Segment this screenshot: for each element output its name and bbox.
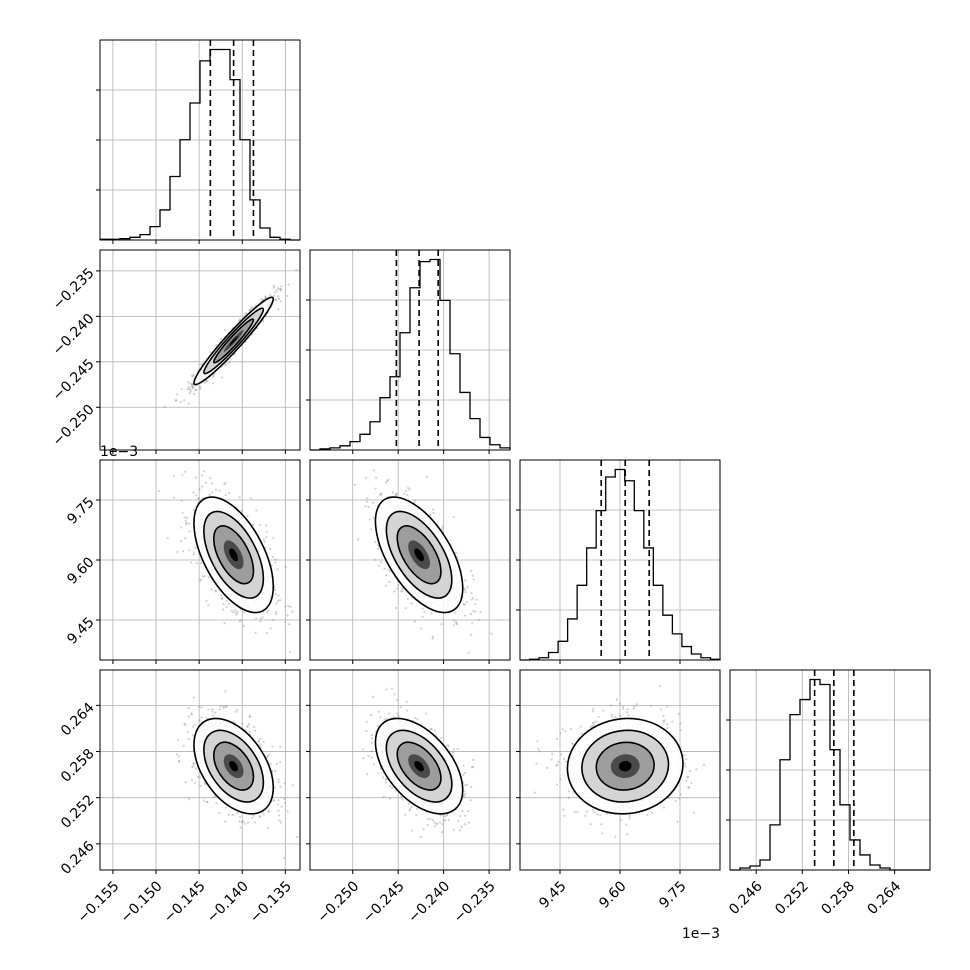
y-tick-label: 0.258 xyxy=(58,746,98,786)
x-tick-label: −0.250 xyxy=(314,878,362,926)
y-tick-label: 0.264 xyxy=(58,700,98,740)
y-axis-labels-4: 0.246 0.252 0.258 0.264 xyxy=(58,700,98,878)
density-contour-4 xyxy=(229,760,238,772)
x-tick-label: −0.240 xyxy=(405,878,453,926)
x-tick-label: −0.245 xyxy=(360,878,408,926)
x-axis-labels-1: −0.155−0.150−0.145−0.140−0.135 xyxy=(75,878,295,926)
y-tick-label: 9.75 xyxy=(64,494,97,527)
y-tick-label: 9.60 xyxy=(64,554,97,587)
histogram-panel-2 xyxy=(306,249,511,454)
x-axis-labels-2: −0.250−0.245−0.240−0.235 xyxy=(314,878,498,926)
y-tick-label: −0.240 xyxy=(50,311,98,359)
histogram-panel-3 xyxy=(516,459,721,664)
x-tick-label: −0.140 xyxy=(204,878,252,926)
x-axis-labels-4: 0.246 0.252 0.258 0.264 xyxy=(726,878,904,918)
density-contour-4 xyxy=(618,760,632,772)
y-tick-label: −0.245 xyxy=(50,356,98,404)
scatter-frame xyxy=(309,459,511,661)
x-axis-labels-3: 9.45 9.60 9.75 1e−3 xyxy=(536,878,720,942)
histogram-panel-4 xyxy=(726,669,931,874)
x-tick-label: 9.75 xyxy=(656,878,689,911)
scatter-frame xyxy=(99,459,301,661)
x-tick-label: −0.150 xyxy=(118,878,166,926)
x-tick-label: 0.246 xyxy=(726,878,766,918)
histogram-step-2 xyxy=(310,258,511,451)
y-tick-label: −0.250 xyxy=(50,402,98,450)
x-tick-label: −0.235 xyxy=(451,878,499,926)
x-tick-label: −0.155 xyxy=(75,878,123,926)
scatter-panel-3-2 xyxy=(306,459,511,664)
scatter-frame xyxy=(519,669,721,871)
x-tick-label: −0.135 xyxy=(247,878,295,926)
density-contour-4 xyxy=(229,548,238,562)
x-tick-label: 0.252 xyxy=(772,878,812,918)
scatter-frame xyxy=(309,669,511,871)
x-tick-label: 0.264 xyxy=(865,878,905,918)
scatter-panel-4-3 xyxy=(516,669,721,874)
scatter-panel-2-1 xyxy=(96,249,301,454)
scatter-frame xyxy=(99,249,301,451)
y-tick-label: 9.45 xyxy=(64,614,97,647)
x-tick-label: 9.45 xyxy=(536,878,569,911)
histogram-frame-1 xyxy=(99,39,301,241)
x-tick-label: 9.60 xyxy=(596,878,629,911)
histogram-step-4 xyxy=(730,678,930,871)
y-tick-label: 0.252 xyxy=(58,792,98,832)
histogram-panel-1 xyxy=(96,39,301,244)
density-contour-4 xyxy=(414,548,424,562)
x-offset-label: 1e−3 xyxy=(682,926,720,942)
density-contour-4 xyxy=(229,336,238,346)
histogram-step-1 xyxy=(99,48,300,241)
y-offset-label: 1e−3 xyxy=(100,444,138,460)
histogram-frame-4 xyxy=(729,669,931,871)
scatter-panel-4-2 xyxy=(306,669,511,874)
histogram-step-3 xyxy=(520,468,721,661)
x-tick-label: −0.145 xyxy=(161,878,209,926)
y-axis-labels-2: −0.250−0.245−0.240−0.235 xyxy=(50,265,98,449)
y-axis-labels-3: 9.45 9.60 9.75 1e−3 xyxy=(64,444,138,648)
scatter-panel-3-1 xyxy=(96,459,301,664)
y-tick-label: 0.246 xyxy=(58,838,98,878)
scatter-frame xyxy=(99,669,301,871)
x-tick-label: 0.258 xyxy=(818,878,858,918)
y-tick-label: −0.235 xyxy=(50,265,98,313)
histogram-frame-3 xyxy=(519,459,721,661)
scatter-panel-4-1 xyxy=(96,669,301,874)
histogram-frame-2 xyxy=(309,249,511,451)
